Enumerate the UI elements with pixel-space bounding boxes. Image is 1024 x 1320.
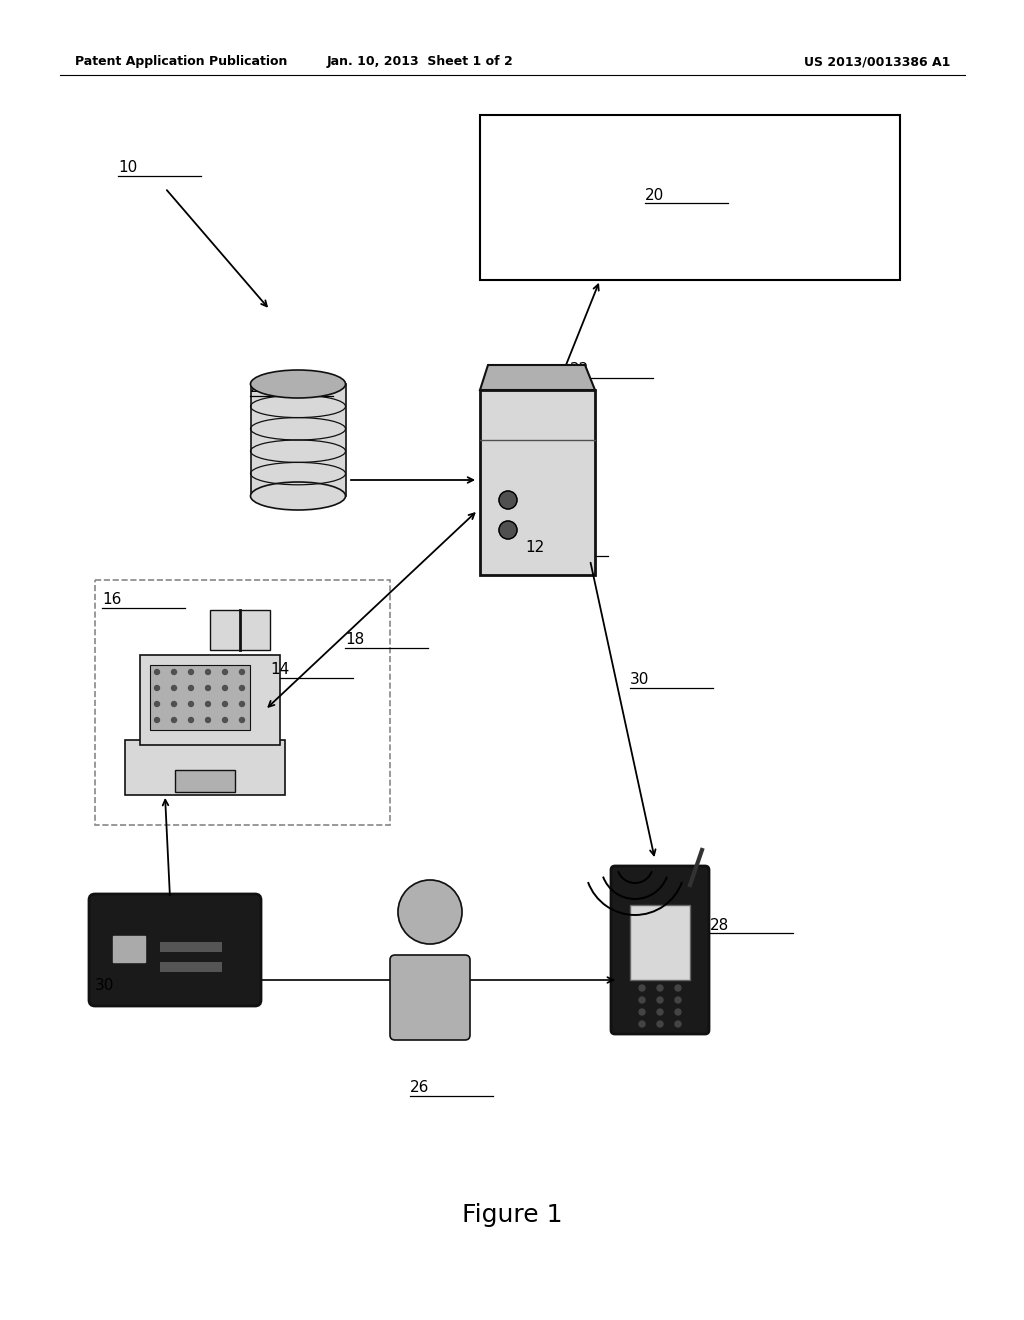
Bar	[175, 770, 234, 792]
Circle shape	[171, 685, 176, 690]
FancyBboxPatch shape	[89, 894, 261, 1006]
Text: 30: 30	[630, 672, 649, 688]
Text: US 2013/0013386 A1: US 2013/0013386 A1	[804, 55, 950, 69]
Text: 30: 30	[95, 978, 115, 993]
Circle shape	[240, 685, 245, 690]
Bar	[480, 115, 900, 280]
Text: 10: 10	[118, 161, 137, 176]
Circle shape	[240, 669, 245, 675]
Circle shape	[206, 701, 211, 706]
Circle shape	[222, 701, 227, 706]
Circle shape	[171, 718, 176, 722]
Circle shape	[639, 1008, 645, 1015]
Text: 28: 28	[710, 917, 729, 932]
Circle shape	[639, 997, 645, 1003]
FancyBboxPatch shape	[140, 655, 280, 744]
Text: Figure 1: Figure 1	[462, 1203, 562, 1228]
Bar	[251, 384, 346, 496]
Text: 12: 12	[525, 540, 544, 556]
FancyBboxPatch shape	[390, 954, 470, 1040]
Circle shape	[188, 718, 194, 722]
Text: 26: 26	[410, 1081, 429, 1096]
Text: 18: 18	[345, 632, 365, 648]
Circle shape	[240, 718, 245, 722]
Circle shape	[639, 1020, 645, 1027]
Polygon shape	[480, 366, 595, 389]
Text: Patent Application Publication: Patent Application Publication	[75, 55, 288, 69]
Circle shape	[499, 521, 517, 539]
Polygon shape	[480, 389, 595, 576]
Bar	[113, 936, 145, 962]
Bar	[160, 942, 222, 952]
Circle shape	[657, 985, 663, 991]
Circle shape	[206, 669, 211, 675]
Bar	[210, 610, 270, 649]
Circle shape	[675, 1020, 681, 1027]
FancyBboxPatch shape	[611, 866, 709, 1034]
Circle shape	[222, 718, 227, 722]
Bar	[630, 906, 690, 979]
Circle shape	[206, 685, 211, 690]
Circle shape	[657, 1020, 663, 1027]
Bar	[95, 579, 390, 825]
Circle shape	[675, 1008, 681, 1015]
Text: 20: 20	[645, 187, 665, 202]
Circle shape	[222, 669, 227, 675]
Bar	[160, 962, 222, 972]
Text: 22: 22	[570, 363, 589, 378]
Bar	[125, 741, 285, 795]
Circle shape	[188, 669, 194, 675]
Circle shape	[188, 701, 194, 706]
Text: 24: 24	[250, 380, 269, 396]
Circle shape	[155, 701, 160, 706]
Circle shape	[675, 985, 681, 991]
Text: 14: 14	[270, 663, 289, 677]
Circle shape	[639, 985, 645, 991]
Circle shape	[657, 997, 663, 1003]
Circle shape	[499, 491, 517, 510]
Text: 16: 16	[102, 593, 122, 607]
Bar	[150, 665, 250, 730]
Circle shape	[171, 701, 176, 706]
Circle shape	[155, 718, 160, 722]
Circle shape	[675, 997, 681, 1003]
Circle shape	[188, 685, 194, 690]
Ellipse shape	[251, 370, 345, 399]
Circle shape	[155, 669, 160, 675]
Circle shape	[222, 685, 227, 690]
Circle shape	[398, 880, 462, 944]
Ellipse shape	[251, 482, 345, 510]
Text: Jan. 10, 2013  Sheet 1 of 2: Jan. 10, 2013 Sheet 1 of 2	[327, 55, 513, 69]
Circle shape	[240, 701, 245, 706]
Circle shape	[657, 1008, 663, 1015]
Circle shape	[206, 718, 211, 722]
Circle shape	[155, 685, 160, 690]
Circle shape	[171, 669, 176, 675]
